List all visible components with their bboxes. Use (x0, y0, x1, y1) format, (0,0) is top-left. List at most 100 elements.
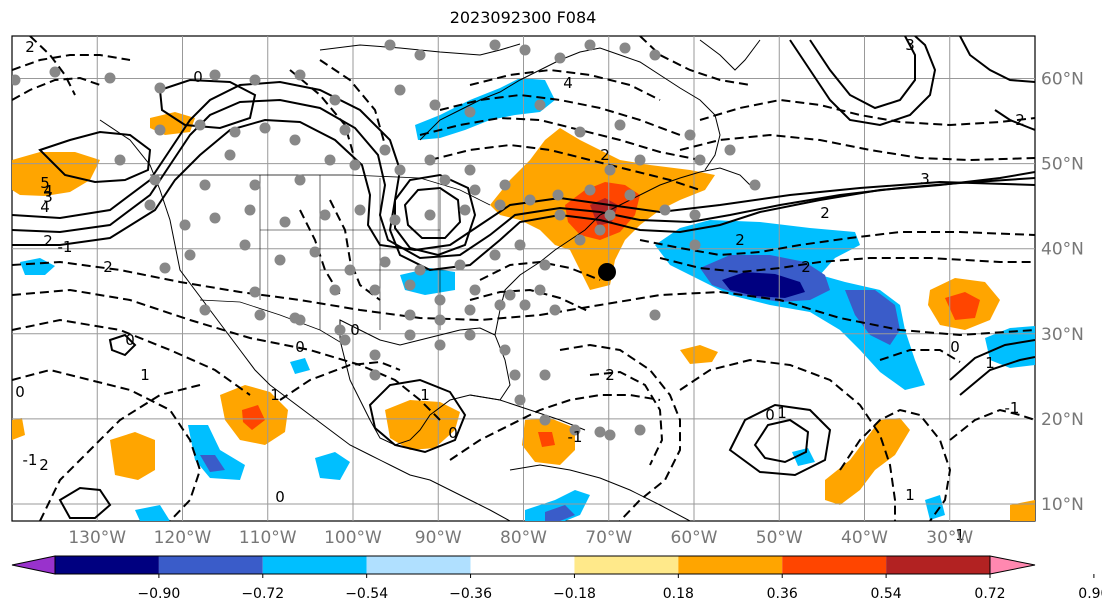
contour-solid-greenland-2 (809, 36, 916, 110)
station-dot (689, 239, 701, 251)
station-dot (549, 304, 561, 316)
station-dot (539, 414, 551, 426)
station-dot (404, 309, 416, 321)
station-dot (194, 119, 206, 131)
station-dot (324, 154, 336, 166)
contour-label: 0 (275, 488, 285, 506)
station-dot (694, 154, 706, 166)
contour-dashed-9 (589, 370, 664, 466)
station-dot (289, 134, 301, 146)
contour-dashed-18 (319, 59, 386, 146)
colorbar-tick-label: −0.54 (345, 586, 388, 602)
coastline-samerica (509, 464, 691, 521)
contour-label: 0 (765, 406, 775, 424)
station-dot (279, 216, 291, 228)
station-dot (104, 72, 116, 84)
contour-dashed-1 (12, 260, 1035, 337)
station-dot (249, 286, 261, 298)
colorbar-extend-low (11, 555, 56, 575)
coastline-greenland (699, 39, 761, 71)
contour-dashed-8 (559, 343, 681, 521)
station-dot (424, 154, 436, 166)
shade-blue-canada (415, 78, 555, 140)
contour-label: 2 (43, 232, 53, 250)
colorbar-segment (782, 556, 887, 574)
latitude-label: 20°N (1041, 410, 1084, 430)
station-dot (684, 129, 696, 141)
shade-red-mexico (242, 405, 265, 430)
station-dot (604, 164, 616, 176)
shade-blue-pacific-4 (135, 505, 170, 521)
contour-label: 2 (39, 456, 49, 474)
station-dot (659, 204, 671, 216)
contour-dashed-6 (279, 360, 401, 401)
station-dot (509, 369, 521, 381)
contour-label: 4 (43, 182, 53, 200)
station-dot (369, 349, 381, 361)
contour-dashed-19 (289, 69, 356, 161)
station-dot (689, 209, 701, 221)
station-dot (154, 124, 166, 136)
contour-label: 4 (563, 74, 573, 92)
contour-label: 3 (43, 188, 53, 206)
contour-solid-jet-2 (12, 98, 1035, 260)
contour-label: 1 (140, 366, 150, 384)
contour-solid-pacific-center (108, 333, 137, 357)
contour-solid-east-atlantic-2 (959, 356, 1035, 396)
longitude-label: 40°W (841, 528, 888, 548)
station-dots (12, 39, 761, 441)
station-dot (634, 154, 646, 166)
contour-dashed-28 (639, 36, 751, 86)
station-dot (404, 279, 416, 291)
station-dot (259, 122, 271, 134)
station-dot (519, 299, 531, 311)
coastlines (99, 39, 761, 521)
station-dot (434, 339, 446, 351)
contour-dashed-25 (659, 257, 1035, 274)
station-dot (239, 239, 251, 251)
station-dot (539, 369, 551, 381)
contour-solid-pacific-low (158, 78, 257, 130)
station-dot (619, 42, 631, 54)
station-dot (439, 174, 451, 186)
station-dot (344, 264, 356, 276)
shade-orange-yucatan (385, 400, 460, 450)
contour-label: 0 (295, 338, 305, 356)
contour-label: 2 (600, 146, 610, 164)
storm-marker (598, 263, 616, 281)
station-dot (249, 179, 261, 191)
contour-dashed-20 (329, 199, 381, 301)
station-dot (404, 329, 416, 341)
contour-dashed-5 (39, 384, 201, 521)
station-dot (349, 159, 361, 171)
longitude-label: 110°W (239, 528, 297, 548)
shade-blue-pacific-1 (188, 425, 245, 480)
solid-contours (12, 36, 1035, 519)
station-dot (329, 94, 341, 106)
colorbar-tick-label: 0.90 (1078, 586, 1102, 602)
longitude-label: 90°W (415, 528, 462, 548)
colorbar-tick-label: 0.72 (974, 586, 1005, 602)
shade-blue-pacific-3 (290, 358, 310, 374)
station-dot (144, 199, 156, 211)
contour-dashed-17 (469, 68, 661, 101)
shade-red-caribbean (538, 432, 555, 447)
colorbar-extend-high (989, 555, 1036, 575)
colorbar-tick-label: −0.72 (241, 586, 284, 602)
station-dot (209, 212, 221, 224)
shade-blue-atlantic-3 (985, 326, 1035, 368)
longitude-label: 120°W (154, 528, 212, 548)
contour-solid-low-center (403, 186, 462, 239)
station-dot (464, 304, 476, 316)
longitude-label: 50°W (756, 528, 803, 548)
map-title: 2023092300 F084 (449, 8, 597, 27)
contour-label: 0 (350, 321, 360, 339)
contour-label: 3 (905, 36, 915, 54)
station-dot (489, 249, 501, 261)
colorbar-segment (574, 556, 679, 574)
station-dot (494, 199, 506, 211)
contour-label: 1 (955, 526, 965, 544)
station-dot (534, 284, 546, 296)
station-dot (199, 304, 211, 316)
border-us-mexico (199, 299, 346, 346)
